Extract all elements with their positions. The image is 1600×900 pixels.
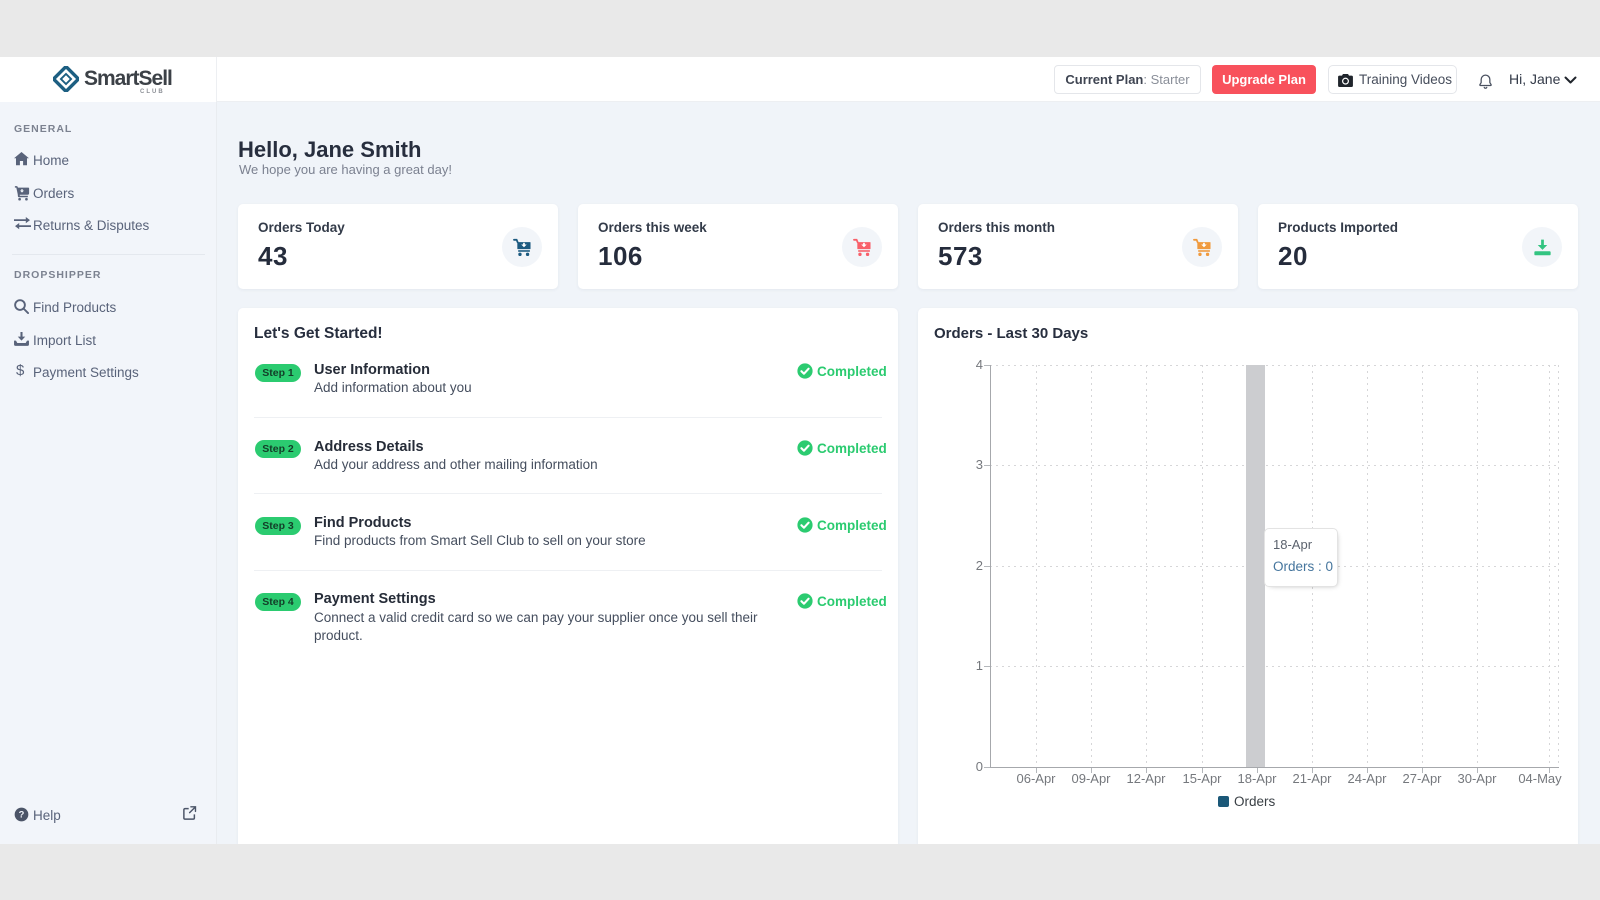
svg-text:?: ? <box>19 810 25 820</box>
